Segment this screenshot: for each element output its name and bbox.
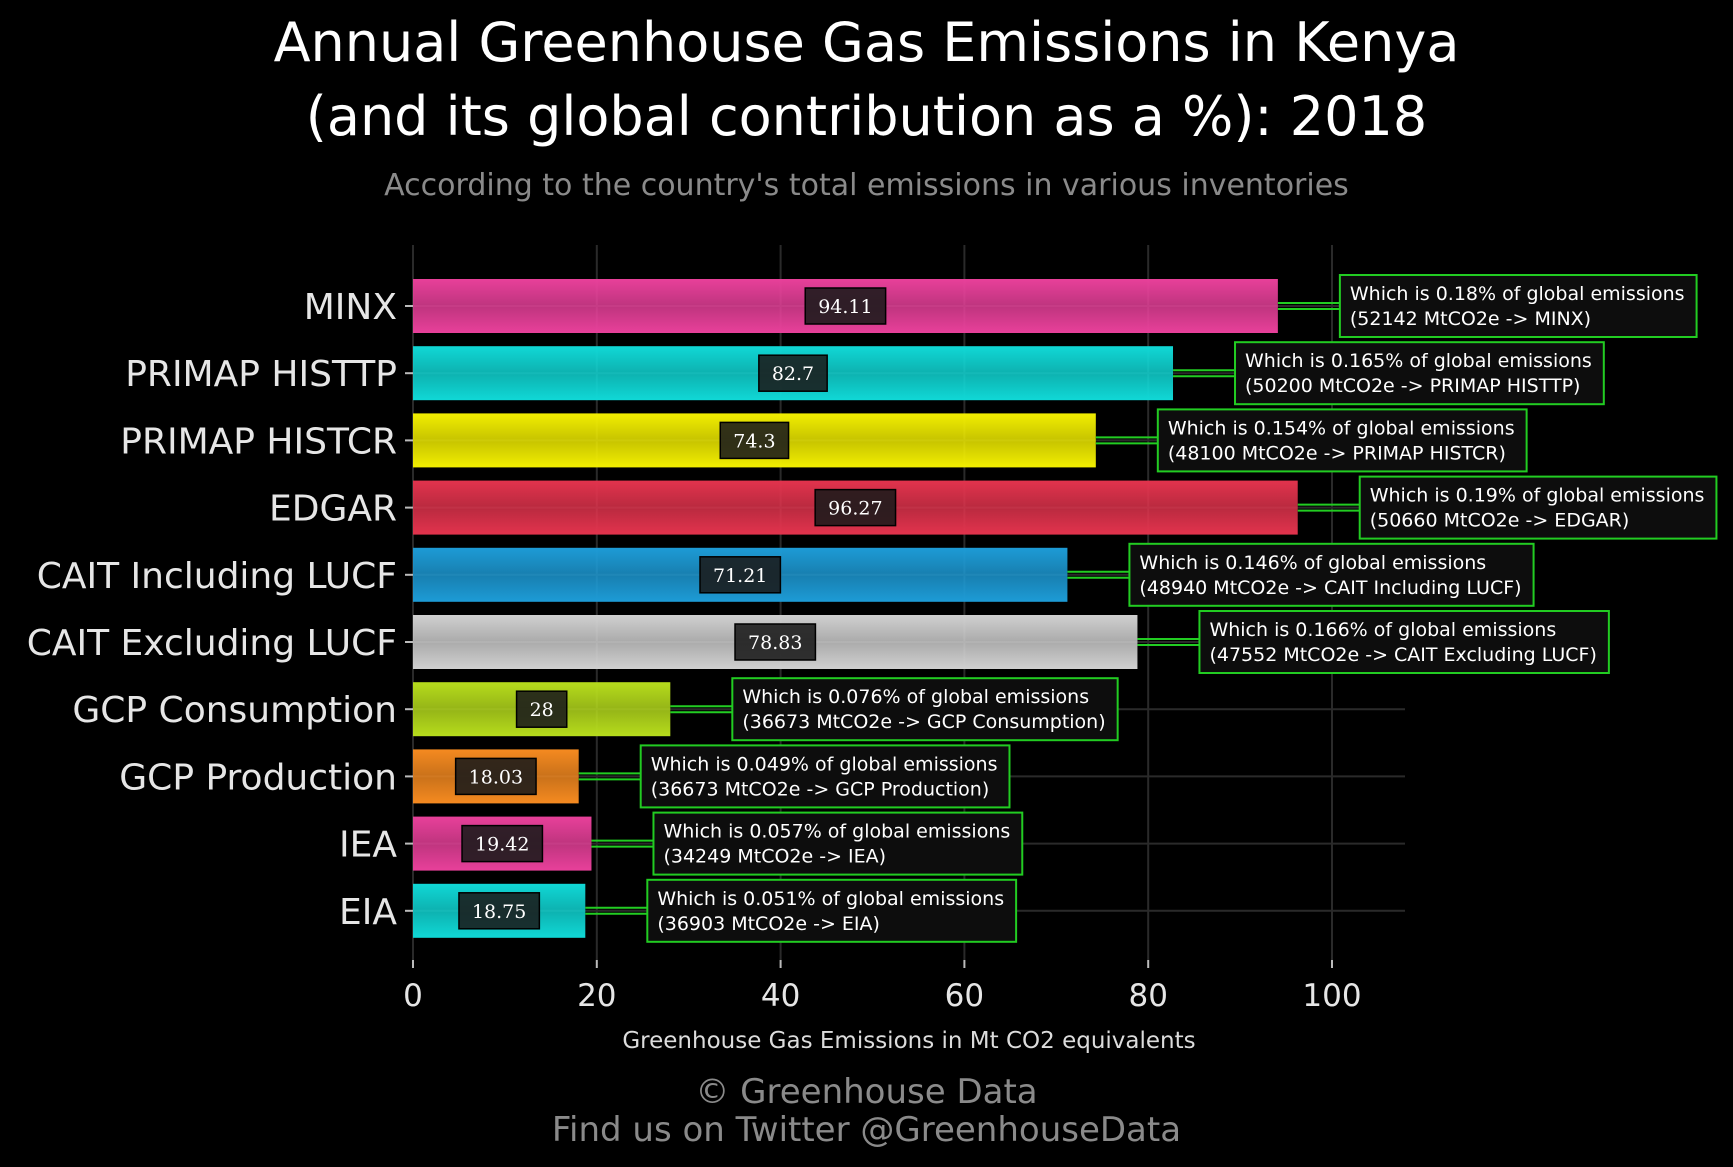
annotation-line1: Which is 0.18% of global emissions (1350, 283, 1685, 305)
annotation-line1: Which is 0.049% of global emissions (651, 753, 998, 775)
chart-title-line2: (and its global contribution as a %): 20… (305, 85, 1428, 148)
annotation-line2: (50200 MtCO2e -> PRIMAP HISTTP) (1245, 375, 1580, 397)
value-label: 19.42 (475, 834, 529, 856)
value-label: 18.75 (472, 901, 526, 923)
value-label: 82.7 (772, 363, 814, 385)
annotation-line2: (50660 MtCO2e -> EDGAR) (1370, 510, 1630, 532)
chart-title-line1: Annual Greenhouse Gas Emissions in Kenya (273, 11, 1460, 74)
annotation-line1: Which is 0.076% of global emissions (742, 686, 1089, 708)
value-label-box (719, 421, 790, 460)
value-label: 78.83 (748, 632, 802, 654)
category-label: PRIMAP HISTCR (120, 421, 397, 462)
x-tick-label: 60 (945, 978, 984, 1014)
x-tick-label: 100 (1302, 978, 1361, 1014)
value-label-box (699, 556, 782, 594)
category-label: EIA (339, 892, 397, 933)
annotation-box (731, 677, 1119, 742)
annotation-line2: (34249 MtCO2e -> IEA) (663, 846, 886, 868)
category-label: CAIT Excluding LUCF (27, 623, 397, 664)
category-label: GCP Consumption (72, 690, 397, 731)
x-tick-label: 40 (761, 978, 800, 1014)
value-label: 28 (530, 699, 554, 721)
category-label: CAIT Including LUCF (37, 556, 397, 597)
annotation-box (1358, 475, 1718, 540)
annotation-line1: Which is 0.146% of global emissions (1139, 552, 1486, 574)
annotation-line2: (36673 MtCO2e -> GCP Production) (651, 778, 990, 800)
category-label: EDGAR (269, 489, 397, 530)
value-label: 94.11 (818, 296, 872, 318)
value-label-box (461, 824, 544, 863)
annotation-box (1156, 408, 1528, 473)
annotation-box (639, 744, 1011, 809)
x-tick-label: 0 (403, 978, 423, 1014)
annotation-line2: (48100 MtCO2e -> PRIMAP HISTCR) (1168, 442, 1506, 464)
annotation-line2: (48940 MtCO2e -> CAIT Including LUCF) (1139, 577, 1521, 599)
x-tick-label: 80 (1128, 978, 1167, 1014)
annotation-line2: (36903 MtCO2e -> EIA) (657, 913, 880, 935)
x-axis-title: Greenhouse Gas Emissions in Mt CO2 equiv… (622, 1028, 1195, 1054)
annotation-box (1128, 542, 1535, 607)
annotation-box (646, 878, 1018, 943)
annotation-box (1338, 274, 1698, 338)
annotation-line1: Which is 0.057% of global emissions (663, 821, 1010, 843)
annotation-line2: (36673 MtCO2e -> GCP Consumption) (742, 711, 1105, 733)
annotation-line1: Which is 0.19% of global emissions (1370, 485, 1705, 507)
category-label: IEA (339, 825, 397, 866)
annotation-box (1198, 610, 1610, 674)
annotation-line2: (52142 MtCO2e -> MINX) (1350, 308, 1591, 330)
value-label: 71.21 (713, 565, 767, 587)
annotation-line2: (47552 MtCO2e -> CAIT Excluding LUCF) (1209, 644, 1596, 666)
x-tick-label: 20 (577, 978, 616, 1014)
value-label-box (804, 287, 887, 325)
annotation-box (1234, 341, 1605, 406)
chart-subtitle: According to the country's total emissio… (384, 168, 1349, 203)
category-label: MINX (304, 287, 397, 328)
category-label: PRIMAP HISTTP (125, 354, 397, 395)
value-label-box (814, 488, 897, 527)
value-label-box (734, 623, 817, 661)
value-label-box (515, 690, 568, 728)
value-label: 74.3 (733, 430, 775, 452)
annotation-line1: Which is 0.051% of global emissions (657, 888, 1004, 910)
annotation-box (652, 811, 1024, 876)
value-label-box (454, 757, 537, 796)
credit-line: © Greenhouse Data (695, 1072, 1038, 1112)
annotation-line1: Which is 0.166% of global emissions (1209, 619, 1556, 641)
value-label: 18.03 (469, 766, 523, 788)
annotation-line1: Which is 0.154% of global emissions (1168, 417, 1515, 439)
value-label-box (758, 354, 828, 392)
annotation-line1: Which is 0.165% of global emissions (1245, 350, 1592, 372)
twitter-credit-line: Find us on Twitter @GreenhouseData (551, 1110, 1182, 1150)
value-label: 96.27 (828, 498, 882, 520)
category-label: GCP Production (119, 757, 397, 798)
value-label-box (458, 892, 541, 930)
